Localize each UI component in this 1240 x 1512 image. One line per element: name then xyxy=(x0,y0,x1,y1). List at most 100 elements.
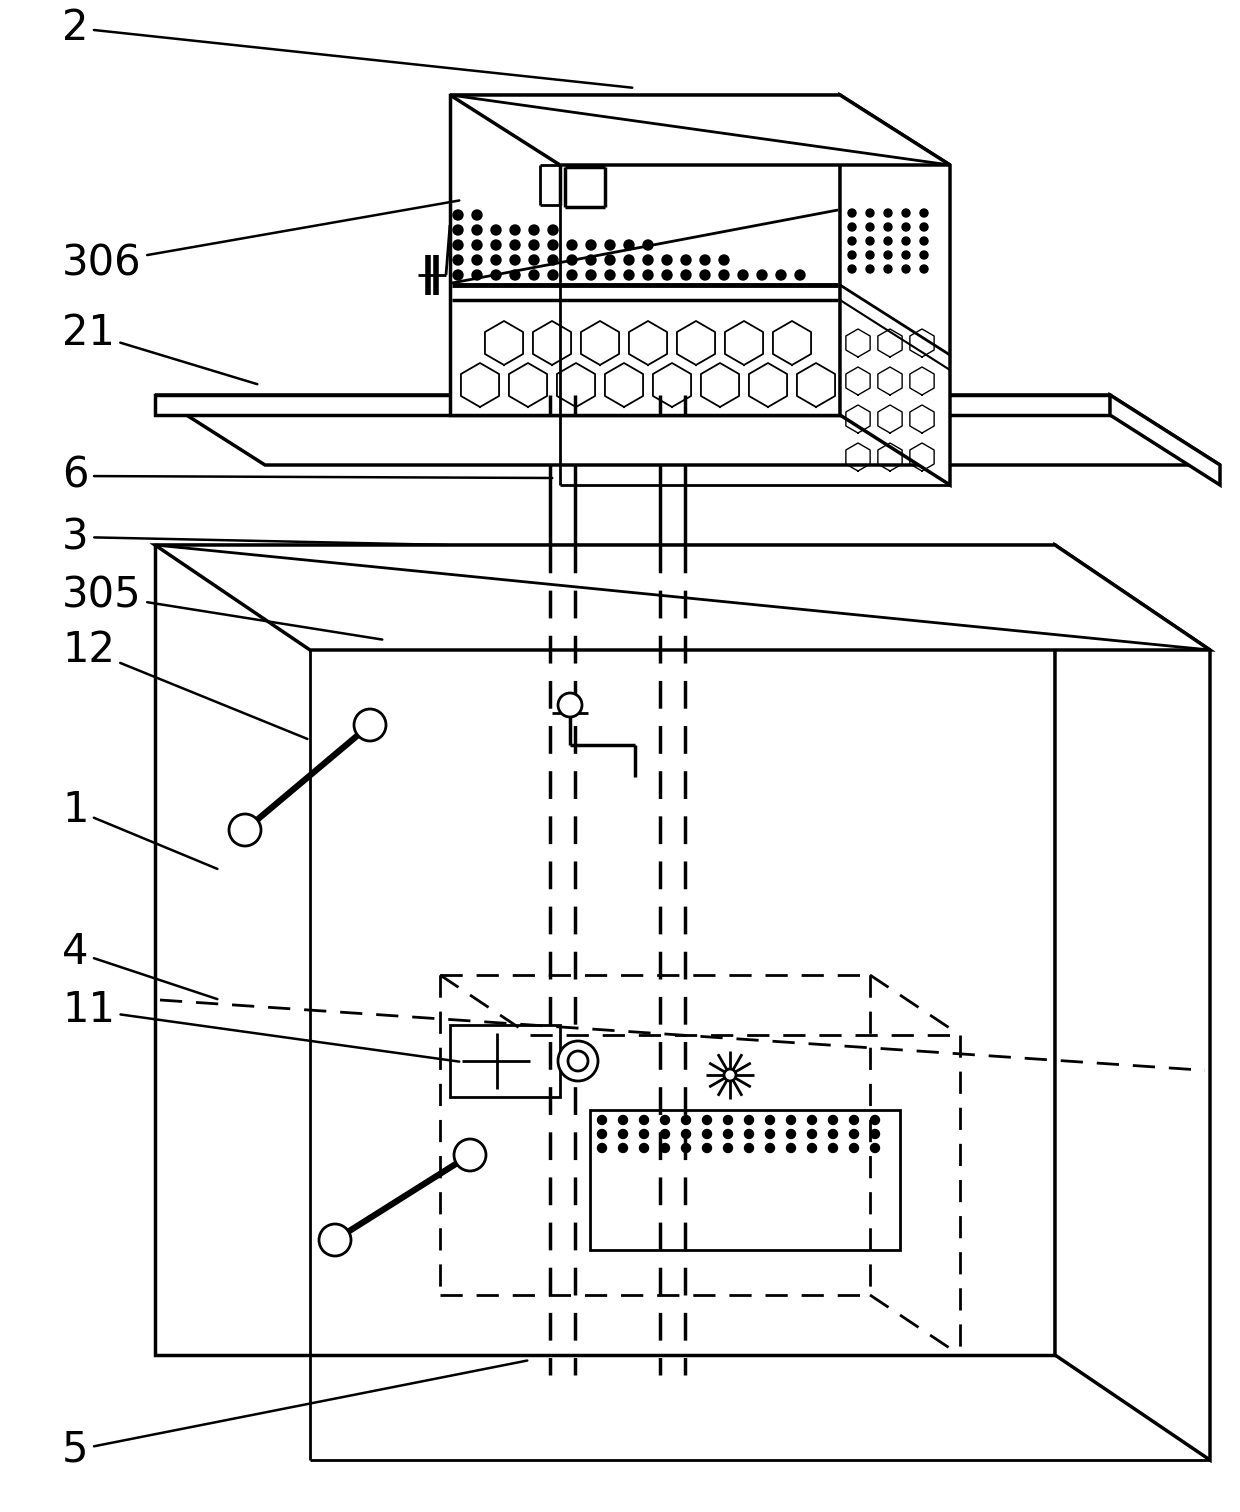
Text: 21: 21 xyxy=(62,311,258,384)
Circle shape xyxy=(765,1116,775,1125)
Circle shape xyxy=(807,1129,816,1139)
Circle shape xyxy=(548,271,558,280)
Circle shape xyxy=(510,225,520,234)
Circle shape xyxy=(640,1143,649,1152)
Circle shape xyxy=(884,251,892,259)
Circle shape xyxy=(587,240,596,249)
Circle shape xyxy=(828,1129,837,1139)
Circle shape xyxy=(849,1129,858,1139)
Circle shape xyxy=(703,1129,712,1139)
Circle shape xyxy=(828,1116,837,1125)
Polygon shape xyxy=(450,95,950,165)
Circle shape xyxy=(619,1116,627,1125)
Circle shape xyxy=(548,256,558,265)
Circle shape xyxy=(624,256,634,265)
Polygon shape xyxy=(839,95,950,485)
Circle shape xyxy=(870,1143,879,1152)
Circle shape xyxy=(529,240,539,249)
Circle shape xyxy=(619,1129,627,1139)
Circle shape xyxy=(453,240,463,249)
Circle shape xyxy=(567,256,577,265)
Circle shape xyxy=(453,271,463,280)
Circle shape xyxy=(644,240,653,249)
Circle shape xyxy=(662,271,672,280)
Circle shape xyxy=(568,1051,588,1070)
Circle shape xyxy=(587,271,596,280)
Circle shape xyxy=(472,240,482,249)
Circle shape xyxy=(828,1143,837,1152)
Circle shape xyxy=(884,265,892,274)
Circle shape xyxy=(849,1143,858,1152)
Circle shape xyxy=(848,222,856,231)
Text: 2: 2 xyxy=(62,8,632,88)
Circle shape xyxy=(640,1116,649,1125)
Circle shape xyxy=(353,709,386,741)
Circle shape xyxy=(901,209,910,218)
Circle shape xyxy=(472,210,482,221)
Circle shape xyxy=(884,222,892,231)
Polygon shape xyxy=(155,544,1210,650)
Circle shape xyxy=(681,256,691,265)
Circle shape xyxy=(644,256,653,265)
Circle shape xyxy=(920,251,928,259)
Circle shape xyxy=(491,271,501,280)
Circle shape xyxy=(866,222,874,231)
Circle shape xyxy=(719,256,729,265)
Text: 12: 12 xyxy=(62,629,308,739)
Circle shape xyxy=(723,1116,733,1125)
Circle shape xyxy=(866,237,874,245)
Circle shape xyxy=(744,1129,754,1139)
Circle shape xyxy=(901,251,910,259)
Circle shape xyxy=(472,271,482,280)
Circle shape xyxy=(510,271,520,280)
Circle shape xyxy=(640,1129,649,1139)
Circle shape xyxy=(598,1129,606,1139)
Circle shape xyxy=(567,240,577,249)
Circle shape xyxy=(453,256,463,265)
Circle shape xyxy=(605,256,615,265)
Circle shape xyxy=(319,1225,351,1256)
Circle shape xyxy=(870,1129,879,1139)
Circle shape xyxy=(849,1116,858,1125)
Circle shape xyxy=(662,256,672,265)
Circle shape xyxy=(884,237,892,245)
Circle shape xyxy=(491,256,501,265)
Circle shape xyxy=(624,271,634,280)
Circle shape xyxy=(765,1143,775,1152)
Circle shape xyxy=(644,271,653,280)
Circle shape xyxy=(567,271,577,280)
Circle shape xyxy=(744,1143,754,1152)
Circle shape xyxy=(901,237,910,245)
Text: 11: 11 xyxy=(62,989,459,1061)
Circle shape xyxy=(491,240,501,249)
Circle shape xyxy=(619,1143,627,1152)
Circle shape xyxy=(598,1143,606,1152)
Circle shape xyxy=(510,256,520,265)
Polygon shape xyxy=(155,395,1220,466)
Circle shape xyxy=(472,225,482,234)
Circle shape xyxy=(795,271,805,280)
Circle shape xyxy=(605,271,615,280)
Circle shape xyxy=(724,1069,737,1081)
Circle shape xyxy=(807,1143,816,1152)
Circle shape xyxy=(866,251,874,259)
Text: 5: 5 xyxy=(62,1361,527,1471)
Bar xyxy=(450,1025,560,1098)
Circle shape xyxy=(786,1143,796,1152)
Circle shape xyxy=(920,265,928,274)
Circle shape xyxy=(701,256,711,265)
Circle shape xyxy=(229,813,260,847)
Text: 306: 306 xyxy=(62,201,459,284)
Circle shape xyxy=(598,1116,606,1125)
Circle shape xyxy=(920,237,928,245)
Circle shape xyxy=(884,209,892,218)
Text: 6: 6 xyxy=(62,455,552,497)
Circle shape xyxy=(701,271,711,280)
Circle shape xyxy=(605,240,615,249)
Circle shape xyxy=(703,1116,712,1125)
Polygon shape xyxy=(155,395,1110,414)
Circle shape xyxy=(848,237,856,245)
Circle shape xyxy=(765,1129,775,1139)
Circle shape xyxy=(491,225,501,234)
Circle shape xyxy=(548,225,558,234)
